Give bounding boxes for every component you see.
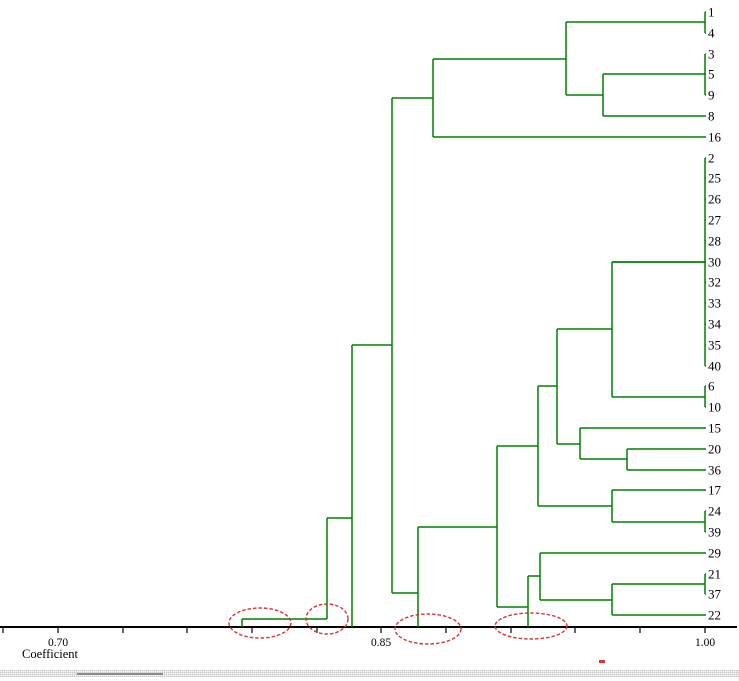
leaf-label: 29 bbox=[708, 546, 721, 561]
leaf-label: 32 bbox=[708, 275, 721, 290]
leaf-label: 1 bbox=[708, 5, 715, 20]
axis-tick-label-100: 1.00 bbox=[695, 637, 715, 649]
leaf-label: 6 bbox=[708, 379, 715, 394]
leaf-label: 5 bbox=[708, 67, 715, 82]
axis-title: Coefficient bbox=[22, 647, 79, 661]
leaf-label: 10 bbox=[708, 400, 721, 415]
axis-tick-label-085: 0.85 bbox=[371, 637, 391, 649]
leaf-label: 35 bbox=[708, 338, 721, 353]
leaf-label: 26 bbox=[708, 192, 722, 207]
leaf-label: 21 bbox=[708, 567, 721, 582]
leaf-label: 8 bbox=[708, 109, 715, 124]
leaf-label: 9 bbox=[708, 88, 715, 103]
leaf-label: 25 bbox=[708, 171, 721, 186]
highlight-ellipse bbox=[228, 607, 292, 639]
leaf-label: 16 bbox=[708, 130, 722, 145]
leaf-label: 24 bbox=[708, 504, 722, 519]
highlight-ellipse bbox=[394, 613, 462, 645]
highlight-ellipse bbox=[494, 612, 568, 640]
leaf-label: 28 bbox=[708, 234, 721, 249]
highlight-ellipse bbox=[305, 603, 349, 635]
leaf-label: 4 bbox=[708, 26, 715, 41]
leaf-label: 33 bbox=[708, 296, 721, 311]
leaf-label: 17 bbox=[708, 483, 722, 498]
stray-red-mark bbox=[599, 660, 605, 663]
axis-tick-label-070: 0.70 bbox=[48, 637, 68, 649]
leaf-label: 37 bbox=[708, 587, 722, 602]
leaf-label: 22 bbox=[708, 608, 721, 623]
bottom-edge-line bbox=[77, 673, 163, 675]
leaf-label: 34 bbox=[708, 317, 722, 332]
leaf-label: 30 bbox=[708, 255, 721, 270]
bottom-edge-texture bbox=[0, 670, 739, 677]
leaf-label: 15 bbox=[708, 421, 721, 436]
leaf-label: 36 bbox=[708, 463, 722, 478]
leaf-label: 3 bbox=[708, 47, 715, 62]
leaf-label: 20 bbox=[708, 442, 721, 457]
leaf-label: 40 bbox=[708, 359, 721, 374]
leaf-label: 39 bbox=[708, 525, 721, 540]
leaf-label: 2 bbox=[708, 151, 715, 166]
leaf-label: 27 bbox=[708, 213, 722, 228]
